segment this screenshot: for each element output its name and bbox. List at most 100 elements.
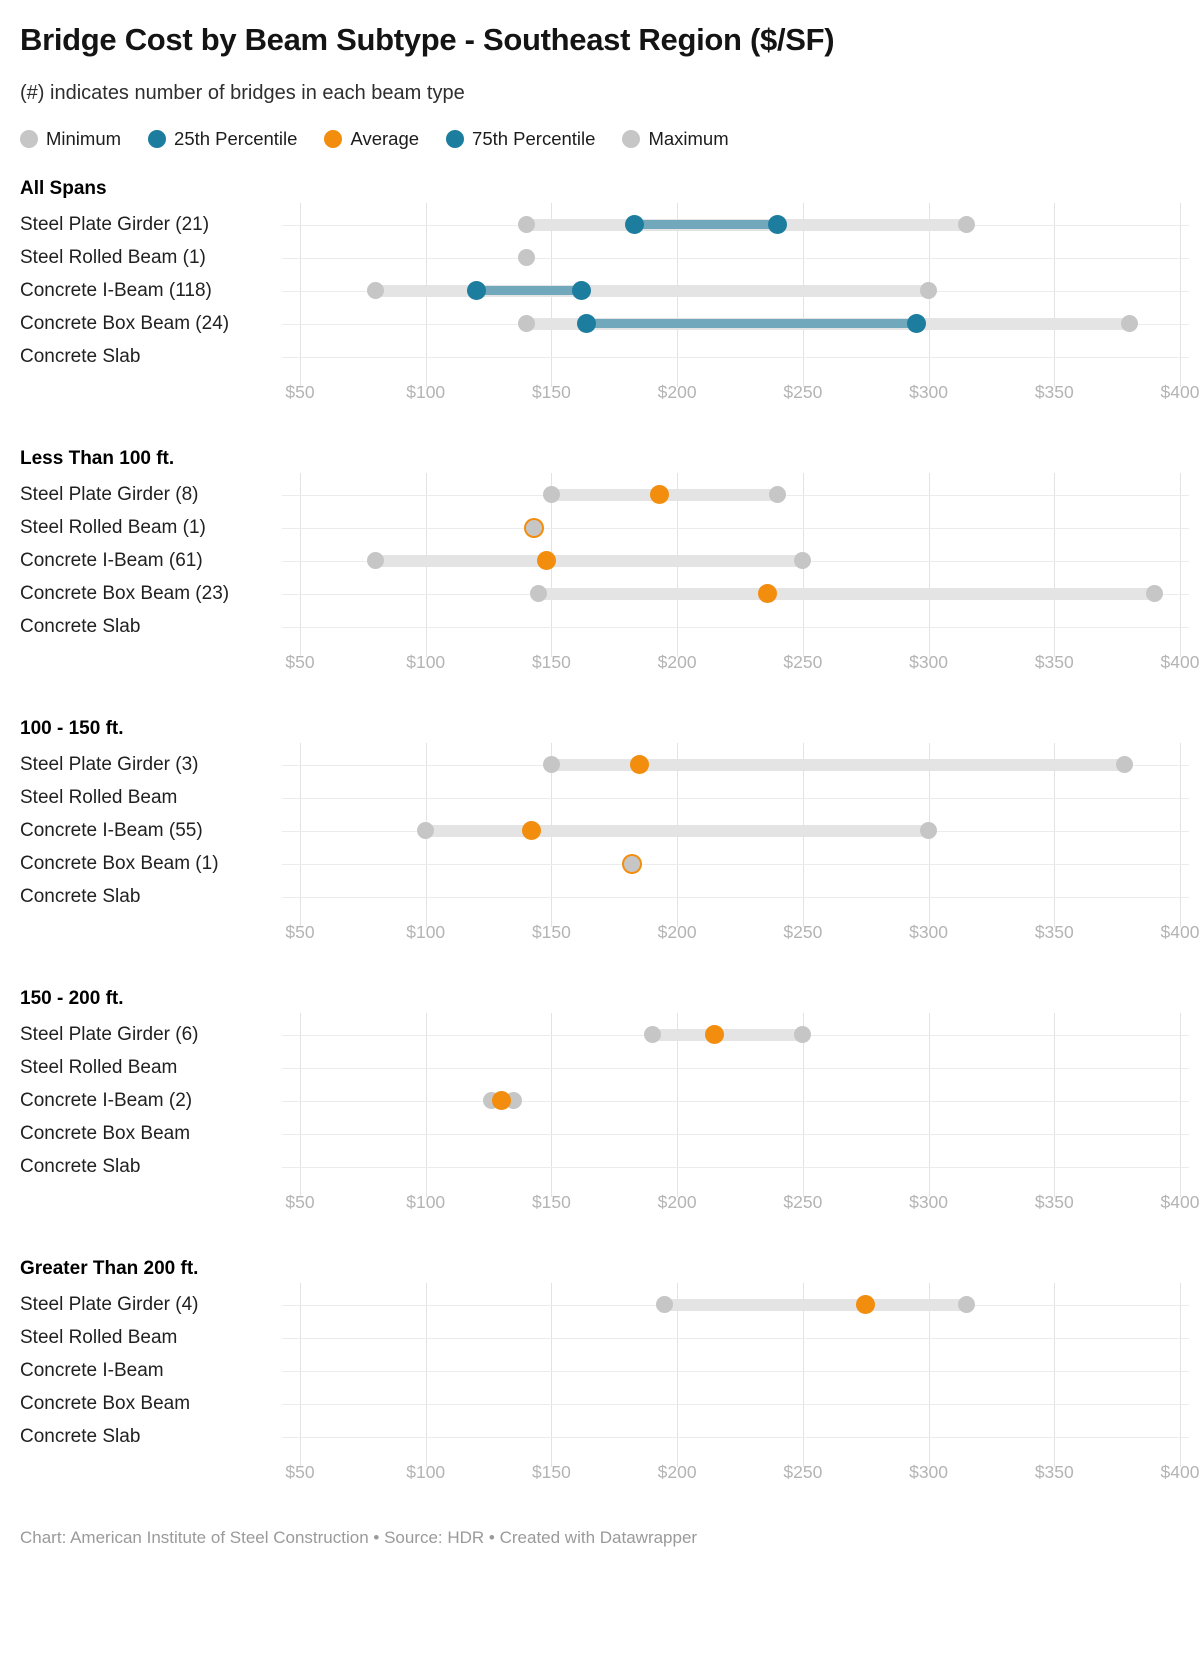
row-label: Concrete Slab <box>20 1156 141 1177</box>
axis-tick-label: $300 <box>909 922 949 942</box>
table-row: Steel Plate Girder (8) <box>0 478 1201 511</box>
row-plot <box>282 814 1189 847</box>
axis-tick-label: $200 <box>657 1192 697 1212</box>
axis-tick-label: $300 <box>909 1462 949 1482</box>
row-plot <box>282 748 1189 781</box>
legend-item-average: Average <box>324 128 419 150</box>
axis-tick-label: $300 <box>909 652 949 672</box>
panel-100-150-ft-: 100 - 150 ft. Steel Plate Girder (3) Steel… <box>0 702 1201 972</box>
axis-tick-label: $350 <box>1034 1192 1074 1212</box>
p75-dot <box>906 314 926 333</box>
table-row: Concrete Slab <box>0 610 1201 643</box>
avg-dot <box>758 584 778 603</box>
max-dot <box>920 282 938 299</box>
row-plot <box>282 1354 1189 1387</box>
panel-rows: Steel Plate Girder (3) Steel Rolled Beam C… <box>0 743 1201 927</box>
axis-tick-label: $100 <box>406 382 446 402</box>
min-dot <box>417 822 435 839</box>
p25-dot <box>577 314 597 333</box>
min-max-dot <box>623 855 640 872</box>
table-row: Steel Rolled Beam (1) <box>0 241 1201 274</box>
legend: Minimum 25th Percentile Average 75th Percen… <box>0 105 1201 150</box>
axis-tick-label: $100 <box>406 922 446 942</box>
max-dot <box>1146 585 1164 602</box>
row-plot <box>282 1288 1189 1321</box>
table-row: Concrete Box Beam (23) <box>0 577 1201 610</box>
table-row: Concrete Slab <box>0 1420 1201 1453</box>
axis-tick-label: $100 <box>406 1192 446 1212</box>
row-label: Steel Plate Girder (21) <box>20 214 210 235</box>
min-dot <box>530 585 548 602</box>
table-row: Steel Rolled Beam <box>0 781 1201 814</box>
row-baseline <box>282 1436 1189 1438</box>
axis-tick-label: $400 <box>1160 652 1200 672</box>
row-baseline <box>282 1166 1189 1168</box>
table-row: Steel Plate Girder (6) <box>0 1018 1201 1051</box>
row-label: Concrete Box Beam (24) <box>20 313 230 334</box>
row-label: Concrete Slab <box>20 616 141 637</box>
row-plot <box>282 208 1189 241</box>
legend-item-label: 75th Percentile <box>472 128 596 149</box>
panel-rows: Steel Plate Girder (21) Steel Rolled Beam… <box>0 203 1201 387</box>
axis-tick-label: $400 <box>1160 922 1200 942</box>
table-row: Concrete Box Beam <box>0 1117 1201 1150</box>
table-row: Steel Plate Girder (21) <box>0 208 1201 241</box>
row-baseline <box>282 626 1189 628</box>
axis-tick-label: $150 <box>531 382 571 402</box>
row-label: Steel Plate Girder (6) <box>20 1024 199 1045</box>
axis-tick-label: $200 <box>657 382 697 402</box>
row-label: Concrete I-Beam (118) <box>20 280 212 301</box>
legend-item-label: Minimum <box>46 128 122 149</box>
legend-item-label: Maximum <box>648 128 729 149</box>
row-baseline <box>282 356 1189 358</box>
panel-heading: 150 - 200 ft. <box>20 988 124 1009</box>
table-row: Concrete I-Beam <box>0 1354 1201 1387</box>
axis-tick-label: $200 <box>657 652 697 672</box>
axis-tick-label: $300 <box>909 1192 949 1212</box>
row-label: Steel Plate Girder (8) <box>20 484 199 505</box>
table-row: Concrete I-Beam (61) <box>0 544 1201 577</box>
row-label: Concrete Slab <box>20 886 141 907</box>
row-baseline <box>282 1337 1189 1339</box>
p75-dot <box>572 281 592 300</box>
axis-tick-label: $100 <box>406 1462 446 1482</box>
min-dot <box>517 315 535 332</box>
table-row: Steel Plate Girder (3) <box>0 748 1201 781</box>
row-plot <box>282 1117 1189 1150</box>
min-max-dot <box>525 519 542 536</box>
row-plot <box>282 577 1189 610</box>
iqr-bar <box>586 319 916 328</box>
max-dot <box>1116 756 1134 773</box>
axis-tick-label: $150 <box>531 1192 571 1212</box>
p25-dot <box>624 215 644 234</box>
panel-heading: Greater Than 200 ft. <box>20 1258 199 1279</box>
table-row: Steel Rolled Beam (1) <box>0 511 1201 544</box>
row-label: Steel Rolled Beam (1) <box>20 517 206 538</box>
axis-tick-label: $250 <box>783 382 823 402</box>
panel-150-200-ft-: 150 - 200 ft. Steel Plate Girder (6) Steel… <box>0 972 1201 1242</box>
row-plot <box>282 511 1189 544</box>
min-dot <box>366 282 384 299</box>
panel-all-spans: All Spans Steel Plate Girder (21) Steel Ro… <box>0 162 1201 432</box>
row-label: Steel Rolled Beam <box>20 1057 178 1078</box>
row-label: Concrete I-Beam (2) <box>20 1090 193 1111</box>
range-bar <box>538 587 1155 600</box>
row-plot <box>282 1387 1189 1420</box>
avg-dot <box>521 821 541 840</box>
legend-item-25th-percentile: 25th Percentile <box>148 128 297 150</box>
min-dot <box>517 216 535 233</box>
row-label: Concrete I-Beam (55) <box>20 820 203 841</box>
row-plot <box>282 274 1189 307</box>
minimum-legend-dot-icon <box>20 130 38 148</box>
x-axis: $50 $100 $150 $200 $250 $300 $350 $400 <box>282 913 1199 943</box>
table-row: Concrete I-Beam (55) <box>0 814 1201 847</box>
row-baseline <box>282 1133 1189 1135</box>
panel-less-than-100-ft-: Less Than 100 ft. Steel Plate Girder (8) S… <box>0 432 1201 702</box>
row-label: Concrete I-Beam <box>20 1360 164 1381</box>
min-dot <box>656 1296 674 1313</box>
legend-item-label: Average <box>350 128 420 149</box>
axis-tick-label: $350 <box>1034 922 1074 942</box>
axis-tick-label: $50 <box>285 922 315 942</box>
range-bar <box>551 758 1125 771</box>
legend-item-75th-percentile: 75th Percentile <box>446 128 595 150</box>
